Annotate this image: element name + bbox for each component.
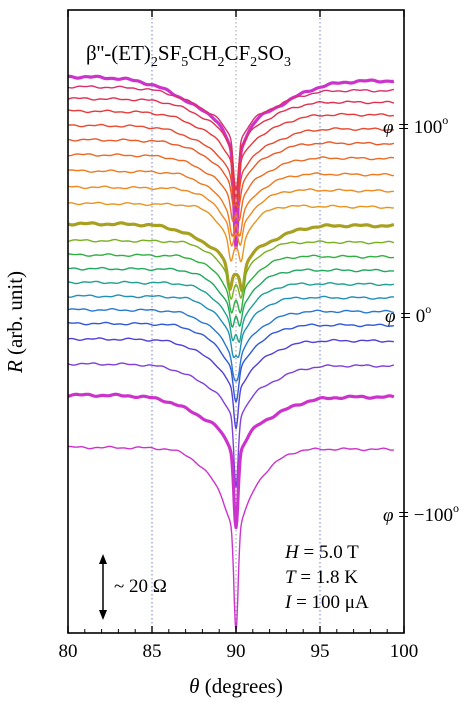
condition-current: I = 100 μA xyxy=(284,592,369,613)
x-tick-label: 100 xyxy=(390,641,419,662)
condition-field: H = 5.0 T xyxy=(284,542,359,563)
condition-temperature: T = 1.8 K xyxy=(285,567,358,588)
x-tick-label: 80 xyxy=(59,641,78,662)
scale-bar-label: ~ 20 Ω xyxy=(114,576,167,597)
curve-phi-neg40 xyxy=(68,280,395,343)
curve-phi-neg90 xyxy=(67,362,395,489)
scale-bar xyxy=(99,554,107,620)
x-tick-label: 95 xyxy=(311,641,330,662)
chart-title: β''-(ET)2SF5CH2CF2SO3 xyxy=(86,41,291,70)
phi-label-mid: φ = 0o xyxy=(385,302,431,327)
curve-phi-80 xyxy=(67,97,395,192)
curve-phi-neg50 xyxy=(67,294,394,359)
y-axis-label: R (arb. unit) xyxy=(3,271,27,374)
phi-label-bottom: φ = −100o xyxy=(383,501,459,526)
curve-phi-50 xyxy=(67,138,395,209)
x-axis-ticks: 80 85 90 95 100 xyxy=(59,10,419,662)
curve-phi-70 xyxy=(67,109,394,198)
x-tick-label: 90 xyxy=(227,641,246,662)
curve-phi-neg100 xyxy=(67,392,395,530)
phi-label-top: φ = 100o xyxy=(383,113,448,138)
curve-phi-10 xyxy=(68,201,394,263)
curve-phi-0 xyxy=(67,221,395,293)
curve-phi-neg30 xyxy=(67,266,394,328)
curve-phi-neg80 xyxy=(67,337,394,430)
x-axis-label: θ (degrees) xyxy=(189,674,283,698)
grid-lines xyxy=(151,10,321,633)
curve-phi-40 xyxy=(68,153,395,222)
curve-phi-60 xyxy=(68,123,394,204)
curve-phi-90 xyxy=(67,85,394,213)
curve-phi-neg60 xyxy=(67,308,394,382)
curve-phi-neg10 xyxy=(67,238,395,300)
curve-phi-30 xyxy=(67,169,394,237)
x-tick-label: 85 xyxy=(143,641,162,662)
resistance-curves xyxy=(67,74,395,633)
curve-phi-neg20 xyxy=(67,253,395,314)
curve-phi-neg70 xyxy=(67,321,394,403)
curve-phi-20 xyxy=(67,185,394,247)
curve-phi-neg110 xyxy=(67,445,394,633)
